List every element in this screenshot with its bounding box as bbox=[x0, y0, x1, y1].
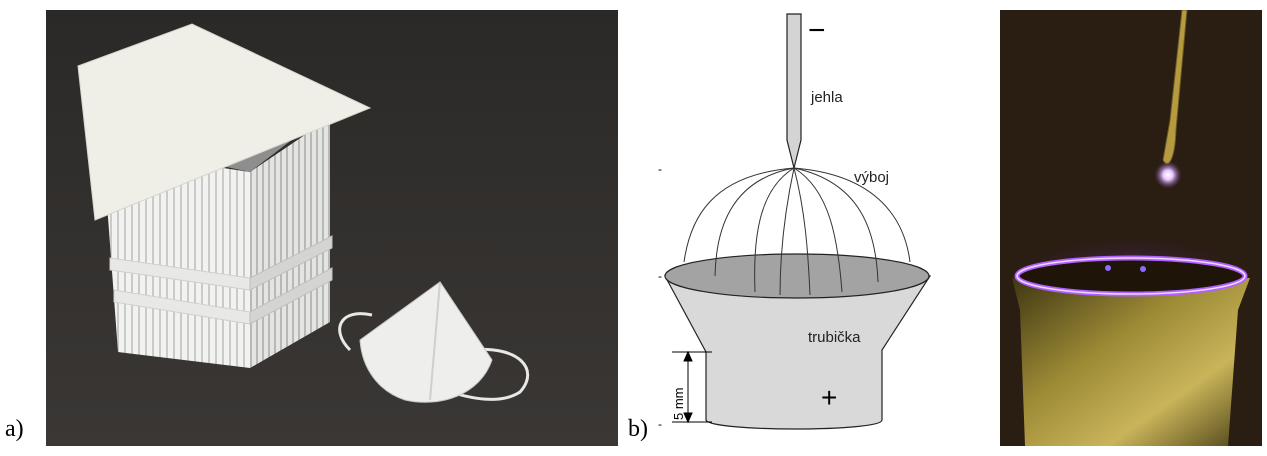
dimension-marker bbox=[672, 350, 712, 424]
panel-c bbox=[1000, 9, 1262, 446]
discharge-ring-core bbox=[1016, 257, 1246, 295]
edge-mark-bottom: - bbox=[658, 417, 662, 431]
face-mask bbox=[359, 281, 493, 403]
panel-a: a) bbox=[0, 0, 620, 451]
inner-spot bbox=[1105, 265, 1111, 271]
panel-b-label: b) bbox=[628, 416, 648, 442]
discharge-photo bbox=[1000, 9, 1262, 446]
tube-rim bbox=[664, 253, 930, 299]
copper-tube bbox=[1012, 278, 1250, 446]
mask-strap bbox=[338, 312, 530, 401]
inner-spot bbox=[1140, 266, 1146, 272]
needle-tip-glow bbox=[1154, 161, 1182, 189]
edge-mark-middle: - bbox=[658, 269, 662, 283]
needle-label: jehla bbox=[810, 89, 843, 106]
box-lid bbox=[77, 23, 372, 221]
edge-mark-top: - bbox=[658, 162, 662, 176]
panel-a-label: a) bbox=[5, 416, 24, 442]
needle-photo bbox=[1162, 9, 1188, 165]
box-and-mask-photo bbox=[46, 10, 618, 446]
needle bbox=[786, 13, 802, 169]
plus-sign: + bbox=[821, 382, 837, 413]
tube-top-photo bbox=[1017, 258, 1245, 294]
discharge-label: výboj bbox=[854, 169, 889, 186]
discharge-schematic: 5 mm − jehla výboj trubička + - - - bbox=[658, 13, 932, 431]
panel-b: 5 mm − jehla výboj trubička + - - - b) bbox=[620, 0, 980, 451]
dimension-label: 5 mm bbox=[671, 388, 686, 421]
discharge-lines bbox=[683, 167, 911, 296]
box-band-lower-side bbox=[249, 267, 333, 325]
tube-label: trubička bbox=[808, 329, 861, 346]
box-band-upper-side bbox=[249, 235, 333, 291]
minus-sign: − bbox=[808, 14, 826, 47]
mask-fold bbox=[429, 281, 441, 401]
